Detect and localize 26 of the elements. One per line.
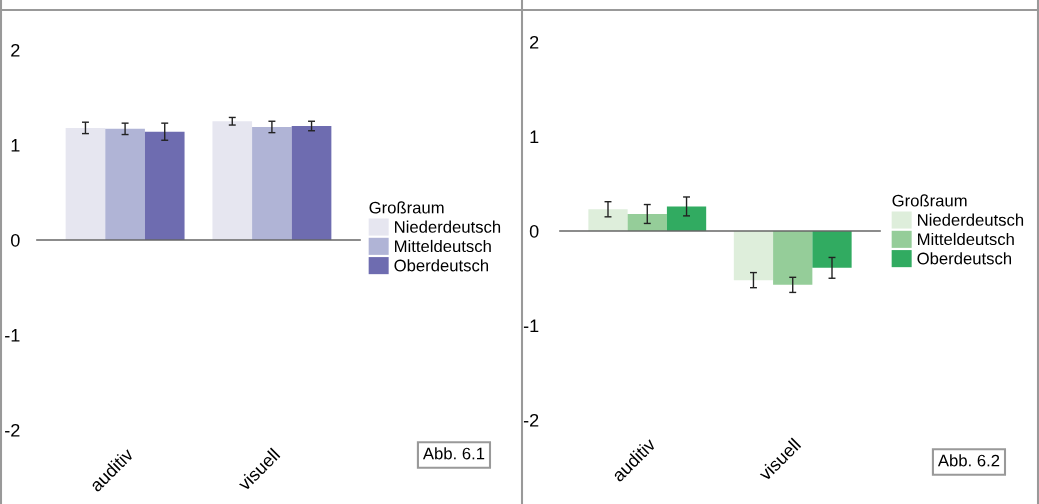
y-tick-label: 0 <box>11 233 20 247</box>
legend-label: Oberdeutsch <box>394 259 489 272</box>
legend-label: Niederdeutsch <box>395 220 501 233</box>
bar <box>627 213 667 231</box>
bar <box>812 231 852 268</box>
y-tick-label: -2 <box>5 423 20 437</box>
bar <box>773 231 813 285</box>
legend-title: Großraum <box>369 201 444 214</box>
legend-title: Großraum <box>892 194 967 207</box>
y-tick-label: 0 <box>529 224 539 238</box>
y-tick-label: -1 <box>523 319 539 333</box>
legend-label: Niederdeutsch <box>918 213 1024 226</box>
bar <box>588 209 628 231</box>
legend-label: Oberdeutsch <box>917 252 1012 265</box>
caption: Abb. 6.2 <box>937 454 1000 467</box>
bar <box>666 206 707 231</box>
y-tick-label: -2 <box>523 413 539 427</box>
y-tick-label: 2 <box>11 43 20 57</box>
caption: Abb. 6.1 <box>422 447 485 460</box>
y-tick-label: -1 <box>5 329 20 342</box>
legend-label: Mitteldeutsch <box>395 239 491 253</box>
legend-label: Mitteldeutsch <box>918 232 1014 246</box>
bar <box>733 231 774 281</box>
y-tick-label: 2 <box>530 35 539 49</box>
y-tick-label: 1 <box>11 139 20 152</box>
y-tick-label: 1 <box>530 130 539 144</box>
